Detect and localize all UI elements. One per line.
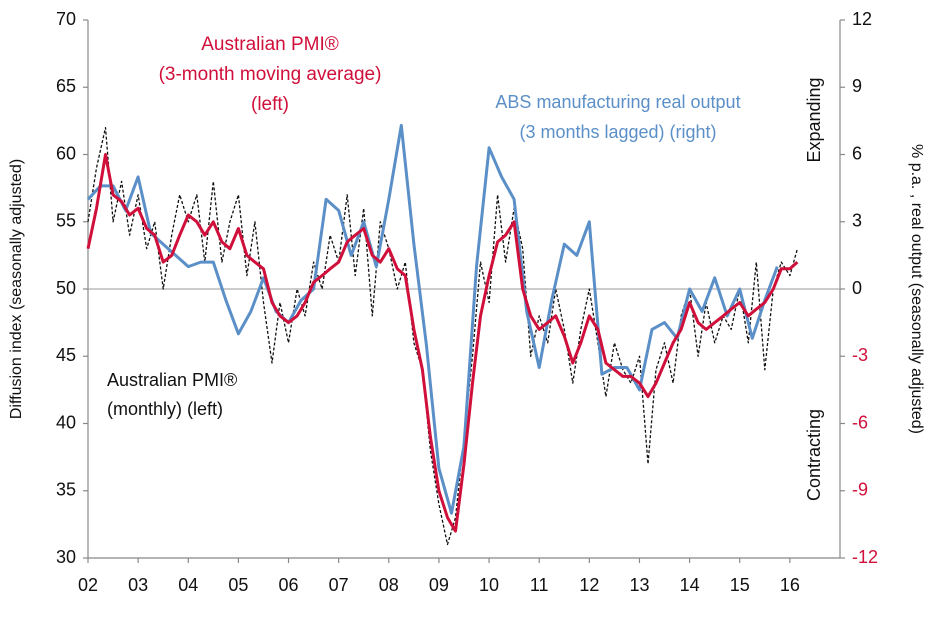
annotation: ABS manufacturing real output: [495, 92, 740, 112]
x-tick-label: 12: [579, 575, 599, 595]
annotation: Australian PMI®: [201, 34, 339, 55]
y-tick-label: 40: [56, 412, 76, 432]
zone-label: Expanding: [804, 77, 824, 162]
series-line: [86, 123, 779, 515]
x-tick-label: 07: [329, 575, 349, 595]
y-tick-label: 50: [56, 278, 76, 298]
series-line: [86, 153, 799, 533]
x-tick-label: 04: [178, 575, 198, 595]
annotation: (3 months lagged) (right): [519, 122, 716, 142]
y-tick-label: 70: [56, 9, 76, 29]
annotation: (3-month moving average): [159, 64, 382, 85]
y2-tick-label: 9: [852, 76, 862, 96]
zone-label: Contracting: [804, 409, 824, 501]
x-tick-label: 08: [379, 575, 399, 595]
y-tick-label: 60: [56, 143, 76, 163]
x-tick-label: 16: [780, 575, 800, 595]
x-tick-label: 14: [680, 575, 700, 595]
x-tick-label: 06: [279, 575, 299, 595]
y2-tick-label: -6: [852, 412, 868, 432]
y2-tick-label: 0: [852, 278, 862, 298]
y-tick-label: 55: [56, 211, 76, 231]
x-tick-label: 11: [530, 575, 549, 595]
y2-tick-label: 3: [852, 211, 862, 231]
annotation: (left): [251, 94, 289, 115]
y-tick-label: 45: [56, 345, 76, 365]
x-tick-label: 09: [429, 575, 449, 595]
x-tick-label: 02: [78, 575, 98, 595]
x-tick-label: 15: [730, 575, 750, 595]
y-tick-label: 30: [56, 547, 76, 567]
y2-axis-label: % p.a. , real output (seasonally adjuste…: [908, 144, 925, 434]
x-tick-label: 03: [128, 575, 148, 595]
x-tick-label: 10: [479, 575, 499, 595]
y2-tick-label: -9: [852, 480, 868, 500]
annotation: (monthly) (left): [107, 399, 223, 419]
y-tick-label: 65: [56, 76, 76, 96]
y2-tick-label: 12: [852, 9, 872, 29]
x-tick-label: 05: [228, 575, 248, 595]
y2-tick-label: -3: [852, 345, 868, 365]
y-tick-label: 35: [56, 480, 76, 500]
y-axis-label: Diffusion index (seasonally adjusted): [8, 159, 25, 419]
x-tick-label: 13: [629, 575, 649, 595]
series-line: [87, 126, 799, 546]
annotation: Australian PMI®: [107, 370, 237, 390]
y2-tick-label: -12: [852, 547, 878, 567]
y2-tick-label: 6: [852, 143, 862, 163]
